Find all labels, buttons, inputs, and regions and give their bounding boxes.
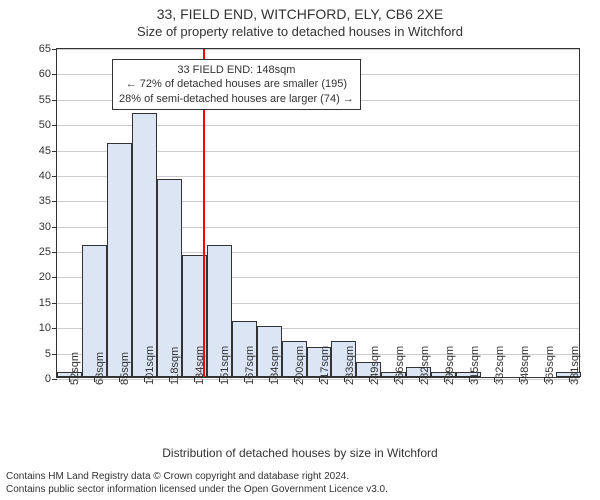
x-tick-label: 118sqm	[169, 347, 181, 385]
x-tick-label: 68sqm	[94, 352, 106, 385]
x-tick-label: 151sqm	[219, 346, 231, 385]
x-tick-label: 365sqm	[544, 346, 556, 385]
annotation-line: 33 FIELD END: 148sqm	[119, 63, 354, 77]
x-tick-label: 101sqm	[144, 346, 156, 385]
y-tick-label: 30	[39, 221, 57, 233]
attribution-line-2: Contains public sector information licen…	[6, 484, 594, 497]
y-tick-label: 60	[39, 68, 57, 80]
annotation-line: 28% of semi-detached houses are larger (…	[119, 92, 354, 106]
y-tick-label: 25	[39, 246, 57, 258]
y-tick-label: 35	[39, 195, 57, 207]
x-tick-label: 200sqm	[294, 346, 306, 385]
x-tick-label: 85sqm	[119, 352, 131, 385]
annotation-box: 33 FIELD END: 148sqm← 72% of detached ho…	[112, 59, 361, 110]
x-tick-label: 332sqm	[494, 346, 506, 385]
y-tick-label: 15	[39, 297, 57, 309]
x-tick-label: 348sqm	[519, 346, 531, 385]
y-tick-label: 5	[45, 348, 57, 360]
x-tick-label: 266sqm	[394, 346, 406, 385]
annotation-line: ← 72% of detached houses are smaller (19…	[119, 77, 354, 91]
y-tick-label: 45	[39, 145, 57, 157]
attribution-line-1: Contains HM Land Registry data © Crown c…	[6, 471, 594, 484]
y-tick-label: 0	[45, 373, 57, 385]
x-tick-label: 282sqm	[419, 346, 431, 385]
plot-area: 0510152025303540455055606552sqm68sqm85sq…	[56, 48, 580, 378]
attribution: Contains HM Land Registry data © Crown c…	[6, 471, 594, 496]
chart-title-main: 33, FIELD END, WITCHFORD, ELY, CB6 2XE	[0, 6, 600, 22]
y-tick-label: 65	[39, 43, 57, 55]
grid-line	[57, 49, 579, 50]
chart-title-sub: Size of property relative to detached ho…	[0, 24, 600, 39]
y-tick-label: 40	[39, 170, 57, 182]
x-tick-label: 299sqm	[444, 346, 456, 385]
property-size-chart: 33, FIELD END, WITCHFORD, ELY, CB6 2XE S…	[0, 0, 600, 500]
y-tick-label: 10	[39, 322, 57, 334]
x-tick-label: 217sqm	[319, 346, 331, 385]
x-tick-label: 52sqm	[69, 352, 81, 385]
y-tick-label: 20	[39, 271, 57, 283]
x-tick-label: 315sqm	[469, 346, 481, 385]
x-tick-label: 381sqm	[569, 346, 581, 385]
x-tick-label: 233sqm	[344, 346, 356, 385]
y-tick-label: 50	[39, 119, 57, 131]
x-axis-label: Distribution of detached houses by size …	[0, 446, 600, 460]
y-tick-label: 55	[39, 94, 57, 106]
x-tick-label: 249sqm	[369, 346, 381, 385]
x-tick-label: 167sqm	[244, 346, 256, 385]
histogram-bar	[132, 113, 157, 377]
histogram-bar	[107, 143, 132, 377]
x-tick-label: 184sqm	[269, 346, 281, 385]
